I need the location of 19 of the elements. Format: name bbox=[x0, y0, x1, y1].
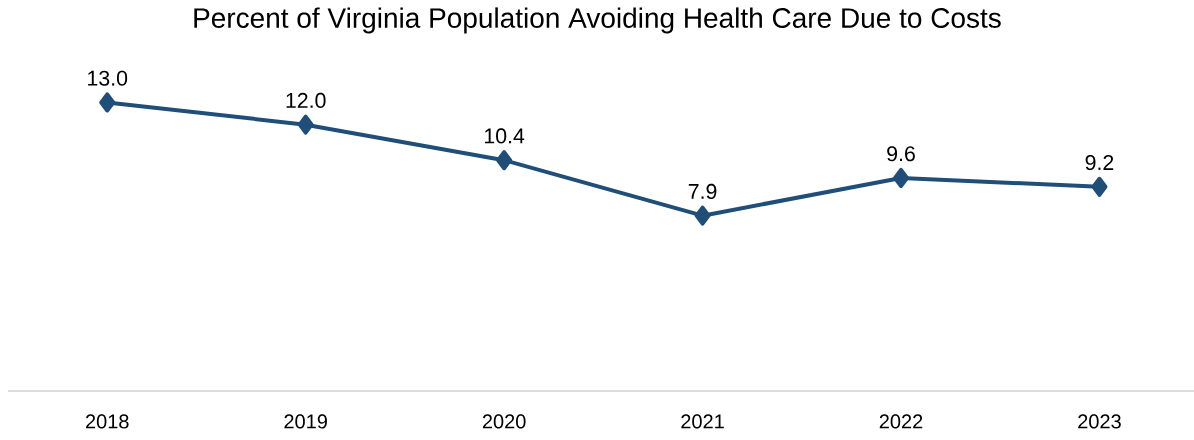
data-label: 13.0 bbox=[88, 70, 128, 86]
x-tick-label: 2019 bbox=[284, 414, 327, 429]
data-label: 7.9 bbox=[688, 183, 717, 199]
x-tick-label: 2021 bbox=[681, 414, 724, 429]
data-label: 9.6 bbox=[887, 146, 915, 162]
point bbox=[297, 114, 314, 135]
point bbox=[496, 150, 513, 171]
x-tick-label: 2023 bbox=[1078, 414, 1121, 429]
x-tick-label: 2022 bbox=[879, 414, 923, 429]
x-tick-label: 2018 bbox=[85, 414, 129, 429]
point bbox=[893, 167, 910, 188]
data-label: 12.0 bbox=[286, 92, 326, 108]
point bbox=[99, 92, 116, 113]
data-label: 10.4 bbox=[484, 128, 525, 144]
chart-title: Percent of Virginia Population Avoiding Health Care Due to Costs bbox=[194, 7, 1001, 34]
data-label: 9.2 bbox=[1085, 155, 1114, 171]
point bbox=[694, 205, 711, 226]
x-tick-label: 2020 bbox=[482, 414, 526, 429]
point bbox=[1091, 176, 1108, 197]
